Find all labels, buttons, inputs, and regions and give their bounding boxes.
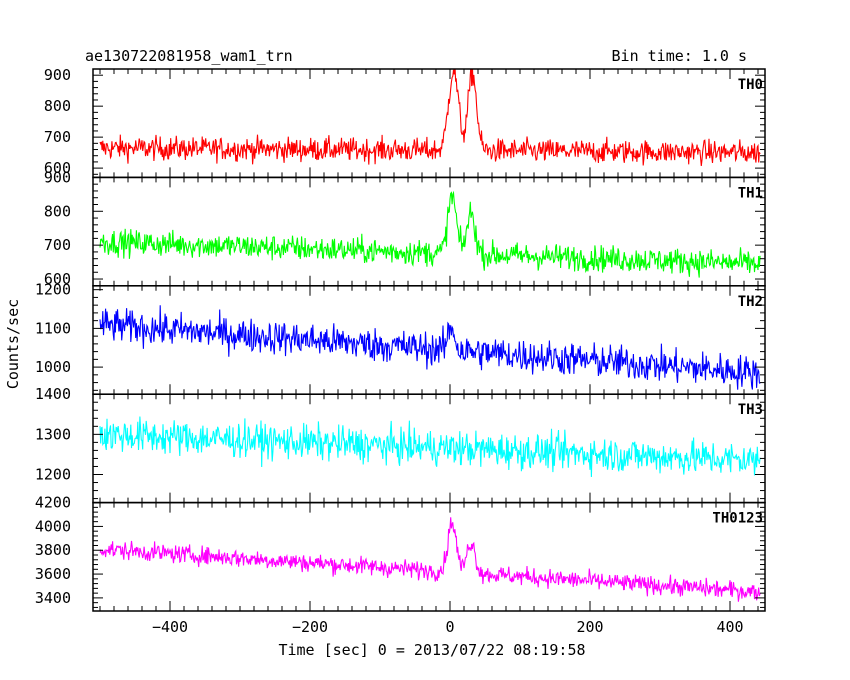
x-axis-label: Time [sec] 0 = 2013/07/22 08:19:58	[278, 641, 585, 659]
bin-time-label: Bin time: 1.0 s	[612, 47, 747, 65]
x-tick-labels: −400 −200 0 200 400	[152, 618, 744, 636]
series-th0123	[99, 517, 761, 602]
panel-frame	[92, 68, 766, 179]
y-tick-label: 900	[44, 66, 71, 84]
y-tick-label: 1200	[35, 281, 71, 299]
x-tick-label: −400	[152, 618, 188, 636]
series-th2	[99, 305, 761, 390]
y-tick-label: 900	[44, 168, 71, 186]
panel-frame	[92, 501, 766, 612]
y-axis-label: Counts/sec	[4, 299, 22, 389]
panel-th3: 1200 1300 1400 TH3	[35, 385, 766, 504]
y-tick-label: 3800	[35, 541, 71, 559]
y-tick-label: 1100	[35, 319, 71, 337]
panel-label: TH0	[738, 77, 763, 93]
y-tick-label: 1000	[35, 358, 71, 376]
y-tick-label: 600	[44, 270, 71, 288]
panel-frame	[92, 285, 766, 395]
x-tick-label: 200	[576, 618, 603, 636]
panel-label: TH3	[738, 402, 763, 418]
y-tick-label: 1200	[35, 465, 71, 483]
x-tick-label: −200	[292, 618, 328, 636]
y-tick-label: 800	[44, 97, 71, 115]
panels-group: 600 700 800 900 TH0 600 700 800 900 TH1 1000 1100 12…	[35, 66, 766, 612]
panel-th2: 1000 1100 1200 TH2	[35, 281, 766, 395]
panel-th0123: 3400 3600 3800 4000 4200 TH0123	[35, 494, 766, 612]
y-tick-label: 1300	[35, 425, 71, 443]
panel-label: TH0123	[712, 511, 763, 527]
series-th0	[99, 69, 761, 167]
panel-th1: 600 700 800 900 TH1	[44, 168, 766, 288]
y-tick-label: 3400	[35, 589, 71, 607]
y-tick-label: 700	[44, 236, 71, 254]
x-tick-label: 400	[716, 618, 743, 636]
y-tick-label: 4200	[35, 494, 71, 512]
series-th3	[99, 416, 761, 477]
series-th1	[99, 190, 761, 278]
panel-th0: 600 700 800 900 TH0	[44, 66, 766, 179]
y-tick-label: 700	[44, 128, 71, 146]
y-tick-label: 4000	[35, 517, 71, 535]
chart-title: ae130722081958_wam1_trn	[85, 47, 293, 65]
x-tick-label: 0	[445, 618, 454, 636]
y-tick-label: 800	[44, 202, 71, 220]
panel-label: TH2	[738, 294, 763, 310]
y-tick-label: 600	[44, 159, 71, 177]
panel-label: TH1	[738, 185, 763, 201]
y-tick-label: 1400	[35, 385, 71, 403]
y-tick-label: 3600	[35, 565, 71, 583]
